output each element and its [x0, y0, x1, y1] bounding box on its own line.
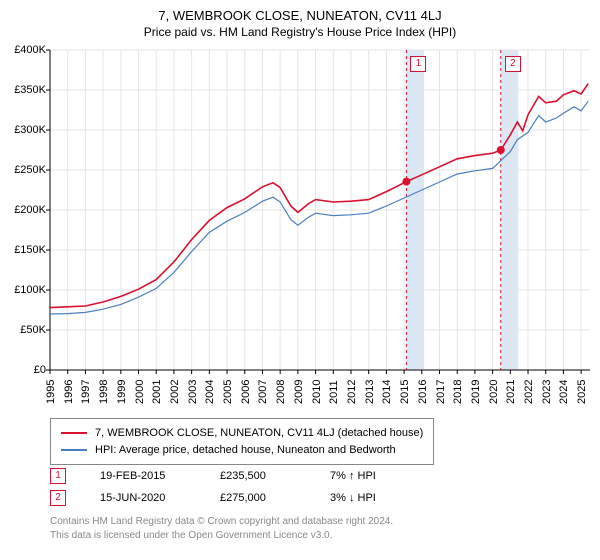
- x-tick-label: 1999: [116, 380, 128, 404]
- x-tick-label: 2017: [435, 380, 447, 404]
- legend-swatch: [61, 449, 87, 451]
- x-tick-label: 2001: [151, 380, 163, 404]
- x-tick-label: 2006: [240, 380, 252, 404]
- x-tick-label: 1998: [98, 380, 110, 404]
- x-tick-label: 2010: [311, 380, 323, 404]
- x-tick-label: 2021: [505, 380, 517, 404]
- x-tick-label: 2009: [293, 380, 305, 404]
- x-tick-label: 1996: [63, 380, 75, 404]
- x-tick-label: 2022: [523, 380, 535, 404]
- footnote-line: Contains HM Land Registry data © Crown c…: [50, 515, 393, 529]
- y-tick-label: £250K: [0, 164, 46, 176]
- sale-badge: 2: [50, 490, 66, 506]
- sales-table: 1 19-FEB-2015 £235,500 7% ↑ HPI 2 15-JUN…: [50, 465, 430, 509]
- x-tick-label: 2014: [381, 380, 393, 404]
- footnote: Contains HM Land Registry data © Crown c…: [50, 515, 393, 543]
- y-tick-label: £150K: [0, 244, 46, 256]
- footnote-line: This data is licensed under the Open Gov…: [50, 529, 393, 543]
- x-tick-label: 2008: [275, 380, 287, 404]
- sale-delta: 3% ↓ HPI: [330, 492, 430, 504]
- y-tick-label: £300K: [0, 124, 46, 136]
- sale-badge: 1: [50, 468, 66, 484]
- x-tick-label: 2020: [488, 380, 500, 404]
- x-tick-label: 2007: [257, 380, 269, 404]
- x-tick-label: 2024: [558, 380, 570, 404]
- sales-row: 2 15-JUN-2020 £275,000 3% ↓ HPI: [50, 487, 430, 509]
- y-tick-label: £0: [0, 364, 46, 376]
- sale-date: 15-JUN-2020: [100, 492, 220, 504]
- page-title: 7, WEMBROOK CLOSE, NUNEATON, CV11 4LJ: [0, 0, 600, 23]
- sale-marker-badge: 1: [410, 56, 426, 72]
- legend-label: HPI: Average price, detached house, Nune…: [95, 442, 396, 459]
- legend-label: 7, WEMBROOK CLOSE, NUNEATON, CV11 4LJ (d…: [95, 425, 423, 442]
- x-tick-label: 2003: [187, 380, 199, 404]
- legend: 7, WEMBROOK CLOSE, NUNEATON, CV11 4LJ (d…: [50, 418, 434, 465]
- sale-marker-badge: 2: [505, 56, 521, 72]
- x-tick-label: 2023: [541, 380, 553, 404]
- x-tick-label: 2016: [417, 380, 429, 404]
- y-tick-label: £100K: [0, 284, 46, 296]
- x-tick-label: 2018: [452, 380, 464, 404]
- x-tick-label: 2005: [222, 380, 234, 404]
- legend-swatch: [61, 432, 87, 434]
- y-tick-label: £350K: [0, 84, 46, 96]
- y-tick-label: £400K: [0, 44, 46, 56]
- x-tick-label: 2025: [576, 380, 588, 404]
- x-tick-label: 2004: [204, 380, 216, 404]
- x-tick-label: 2012: [346, 380, 358, 404]
- x-tick-label: 2002: [169, 380, 181, 404]
- price-chart: [50, 50, 590, 370]
- sale-price: £235,500: [220, 470, 330, 482]
- page-subtitle: Price paid vs. HM Land Registry's House …: [0, 23, 600, 39]
- chart-svg: [50, 50, 590, 370]
- sales-row: 1 19-FEB-2015 £235,500 7% ↑ HPI: [50, 465, 430, 487]
- x-tick-label: 1995: [45, 380, 57, 404]
- sale-delta: 7% ↑ HPI: [330, 470, 430, 482]
- x-tick-label: 2011: [328, 380, 340, 404]
- y-tick-label: £200K: [0, 204, 46, 216]
- x-tick-label: 2015: [399, 380, 411, 404]
- x-tick-label: 1997: [80, 380, 92, 404]
- legend-item: 7, WEMBROOK CLOSE, NUNEATON, CV11 4LJ (d…: [61, 425, 423, 442]
- sale-date: 19-FEB-2015: [100, 470, 220, 482]
- y-tick-label: £50K: [0, 324, 46, 336]
- x-tick-label: 2013: [364, 380, 376, 404]
- x-tick-label: 2019: [470, 380, 482, 404]
- sale-price: £275,000: [220, 492, 330, 504]
- x-tick-label: 2000: [134, 380, 146, 404]
- legend-item: HPI: Average price, detached house, Nune…: [61, 442, 423, 459]
